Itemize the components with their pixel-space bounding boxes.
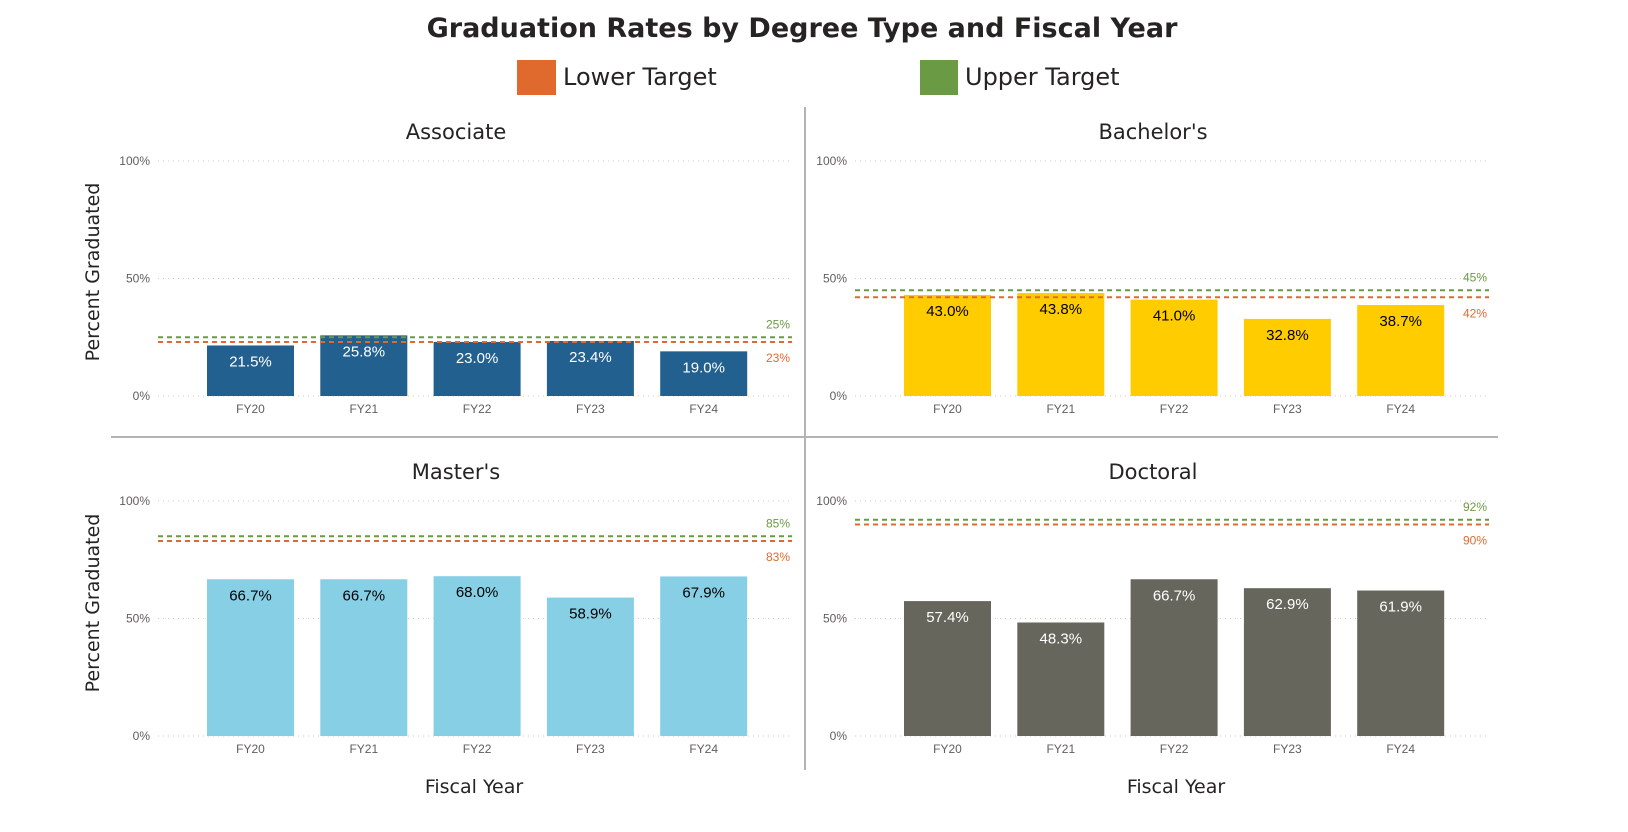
legend-swatch-lower-target	[517, 60, 556, 95]
x-tick-label: FY21	[1046, 742, 1075, 756]
data-label: 62.9%	[1266, 596, 1309, 613]
panel-masters: Master's 0% 50% 100% 66.7% FY20 66.7% FY21 68.0%…	[119, 460, 792, 756]
upper-target-label: 92%	[1463, 500, 1487, 514]
x-axis-title-right: Fiscal Year	[1127, 776, 1226, 798]
lower-target-label: 23%	[766, 351, 790, 365]
x-tick-label: FY20	[933, 742, 962, 756]
bar-bachelors-fy22	[1130, 299, 1218, 396]
bar-bachelors-fy20	[904, 294, 991, 396]
y-tick-label: 50%	[126, 272, 150, 286]
bar-doctoral-fy23	[1243, 588, 1331, 736]
x-tick-label: FY20	[236, 742, 265, 756]
y-tick-label: 0%	[830, 729, 848, 743]
y-tick-label: 50%	[126, 612, 150, 626]
x-tick-label: FY23	[1273, 742, 1302, 756]
legend-label-lower-target: Lower Target	[563, 63, 717, 91]
x-tick-label: FY20	[236, 402, 265, 416]
x-tick-label: FY20	[933, 402, 962, 416]
y-axis-title-bottom: Percent Graduated	[82, 514, 104, 693]
data-label: 43.8%	[1040, 301, 1083, 318]
upper-target-label: 45%	[1463, 270, 1487, 284]
x-tick-label: FY22	[1160, 742, 1189, 756]
x-tick-label: FY24	[689, 742, 718, 756]
legend: Lower Target Upper Target	[517, 60, 1120, 95]
panel-bachelors: Bachelor's 0% 50% 100% 43.0% FY20 43.8% FY21 41.…	[816, 120, 1489, 416]
bar-associate-fy21	[320, 335, 408, 396]
y-tick-label: 100%	[119, 154, 150, 168]
data-label: 21.5%	[229, 353, 272, 370]
x-tick-label: FY23	[576, 742, 605, 756]
y-tick-label: 50%	[823, 612, 847, 626]
data-label: 67.9%	[682, 584, 725, 601]
y-tick-label: 50%	[823, 272, 847, 286]
data-label: 66.7%	[229, 587, 272, 604]
bar-associate-fy23	[546, 341, 634, 396]
panel-title: Associate	[406, 120, 507, 144]
data-label: 48.3%	[1040, 630, 1083, 647]
y-axis-title-top: Percent Graduated	[82, 183, 104, 362]
bar-doctoral-fy22	[1130, 579, 1218, 736]
data-label: 23.4%	[569, 349, 612, 366]
data-label: 19.0%	[682, 359, 725, 376]
x-tick-label: FY23	[576, 402, 605, 416]
bar-masters-fy21	[320, 579, 408, 736]
upper-target-label: 25%	[766, 317, 790, 331]
x-tick-label: FY22	[463, 402, 492, 416]
data-label: 38.7%	[1379, 313, 1422, 330]
lower-target-label: 83%	[766, 550, 790, 564]
x-tick-label: FY21	[349, 402, 378, 416]
data-label: 41.0%	[1153, 308, 1196, 325]
bar-masters-fy24	[660, 576, 748, 736]
upper-target-label: 85%	[766, 516, 790, 530]
bar-associate-fy22	[433, 341, 521, 396]
bar-doctoral-fy21	[1017, 622, 1105, 736]
bar-bachelors-fy23	[1243, 318, 1331, 396]
lower-target-label: 42%	[1463, 306, 1487, 320]
bar-doctoral-fy20	[904, 601, 991, 736]
y-tick-label: 0%	[830, 389, 848, 403]
bar-bachelors-fy24	[1357, 305, 1445, 396]
bar-associate-fy20	[207, 345, 294, 396]
bar-masters-fy20	[207, 579, 294, 736]
data-label: 32.8%	[1266, 327, 1309, 344]
bar-associate-fy24	[660, 351, 748, 396]
x-axis-title-left: Fiscal Year	[425, 776, 524, 798]
data-label: 23.0%	[456, 350, 499, 367]
y-tick-label: 0%	[133, 389, 151, 403]
x-tick-label: FY24	[1386, 742, 1415, 756]
data-label: 43.0%	[926, 303, 969, 320]
x-tick-label: FY24	[1386, 402, 1415, 416]
legend-swatch-upper-target	[920, 60, 958, 95]
x-tick-label: FY22	[1160, 402, 1189, 416]
y-tick-label: 100%	[816, 494, 847, 508]
legend-label-upper-target: Upper Target	[965, 63, 1120, 91]
panel-associate: Associate 0% 50% 100% 21.5% FY20 25.8% FY21 23.0…	[119, 120, 792, 416]
y-tick-label: 100%	[816, 154, 847, 168]
y-tick-label: 100%	[119, 494, 150, 508]
data-label: 66.7%	[343, 587, 386, 604]
data-label: 61.9%	[1379, 599, 1422, 616]
panel-title: Doctoral	[1109, 460, 1198, 484]
data-label: 66.7%	[1153, 587, 1196, 604]
y-tick-label: 0%	[133, 729, 151, 743]
chart-title: Graduation Rates by Degree Type and Fisc…	[427, 13, 1178, 44]
data-label: 58.9%	[569, 606, 612, 623]
panel-doctoral: Doctoral 0% 50% 100% 57.4% FY20 48.3% FY21 66.7%…	[816, 460, 1489, 756]
x-tick-label: FY22	[463, 742, 492, 756]
bar-masters-fy23	[546, 597, 634, 736]
data-label: 68.0%	[456, 584, 499, 601]
bar-bachelors-fy21	[1017, 293, 1105, 396]
bar-doctoral-fy24	[1357, 590, 1445, 736]
panel-title: Master's	[412, 460, 500, 484]
data-label: 25.8%	[343, 343, 386, 360]
x-tick-label: FY21	[1046, 402, 1075, 416]
bar-masters-fy22	[433, 576, 521, 736]
x-tick-label: FY24	[689, 402, 718, 416]
x-tick-label: FY23	[1273, 402, 1302, 416]
x-tick-label: FY21	[349, 742, 378, 756]
lower-target-label: 90%	[1463, 534, 1487, 548]
data-label: 57.4%	[926, 609, 969, 626]
panel-title: Bachelor's	[1098, 120, 1207, 144]
